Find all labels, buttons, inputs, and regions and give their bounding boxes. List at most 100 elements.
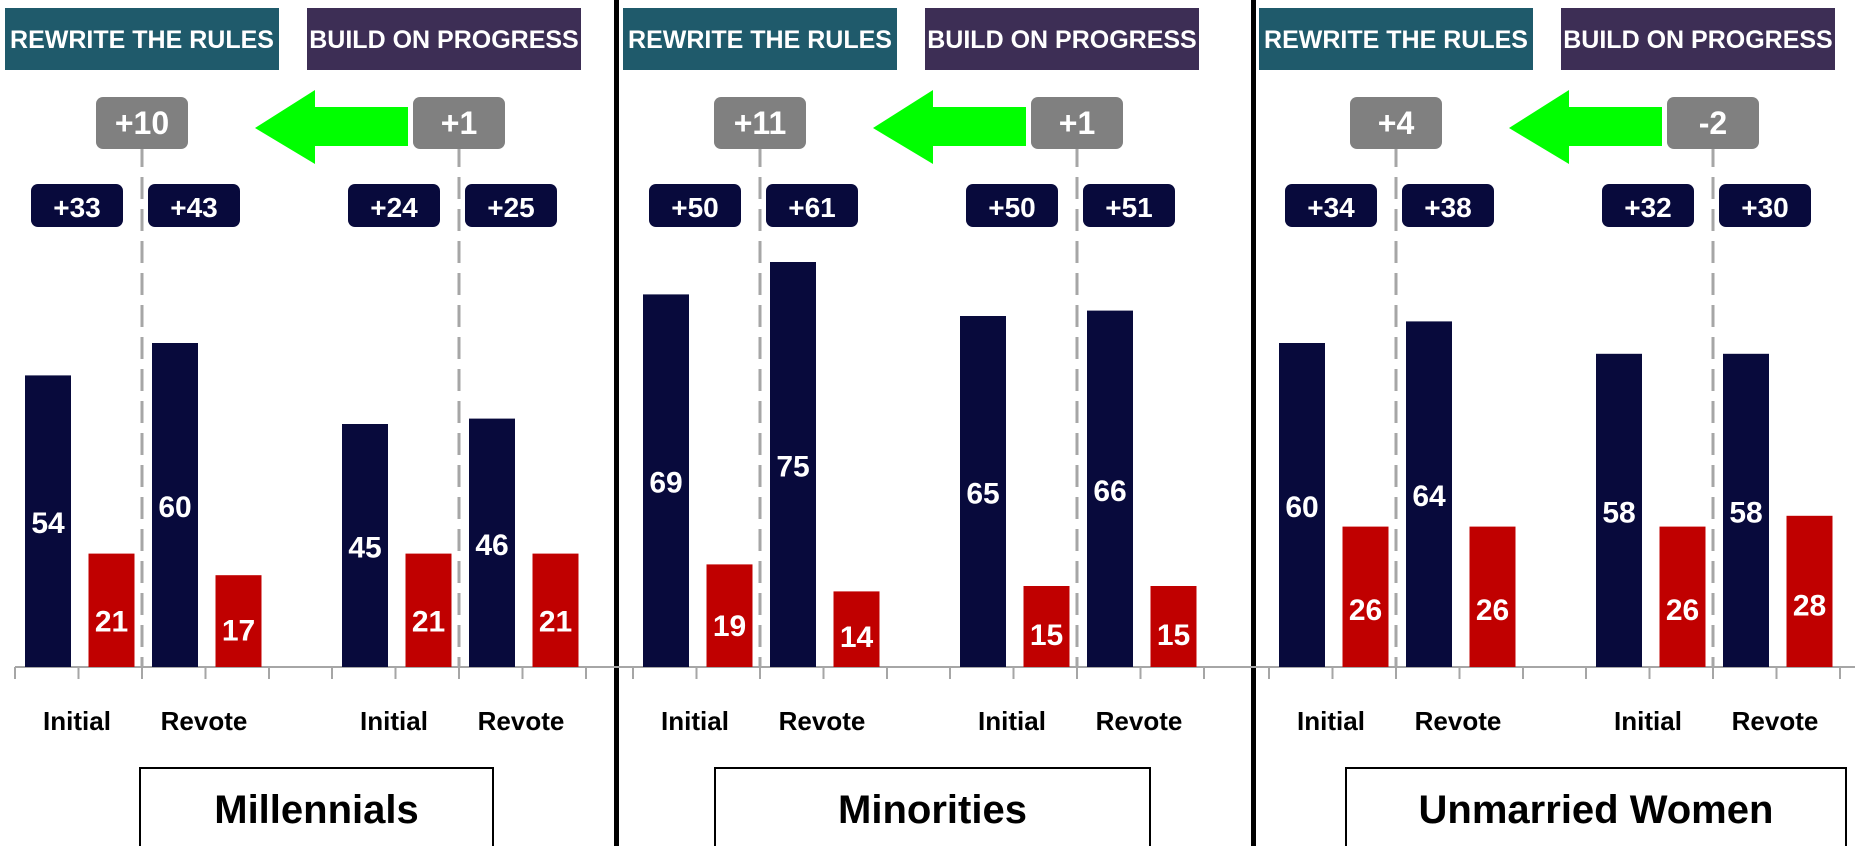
shift-badge-label: -2: [1699, 105, 1727, 141]
bar-dem: [643, 294, 689, 667]
shift-badge-label: +1: [1059, 105, 1095, 141]
margin-badge: [1719, 184, 1811, 227]
bar-rep-label: 15: [1157, 619, 1190, 652]
bar-dem-label: 58: [1729, 496, 1762, 529]
bar-dem-label: 60: [158, 491, 191, 524]
bar-rep: [405, 553, 452, 667]
bar-rep: [88, 553, 135, 667]
x-tick-label: Initial: [661, 706, 729, 736]
group-header-box: [307, 8, 581, 70]
margin-badge-label: +34: [1307, 192, 1355, 223]
bar-dem-label: 58: [1602, 496, 1635, 529]
x-tick-label: Initial: [1614, 706, 1682, 736]
group-header-box: [925, 8, 1199, 70]
bar-rep: [532, 553, 579, 667]
bar-dem-label: 64: [1412, 480, 1446, 513]
margin-badge-label: +25: [487, 192, 535, 223]
margin-badge: [1285, 184, 1377, 227]
bar-dem: [1723, 353, 1769, 667]
group-header-box: [1259, 8, 1533, 70]
bar-rep: [1150, 586, 1197, 667]
bar-rep-label: 14: [840, 621, 874, 654]
chart-panel-1: REWRITE THE RULES +10 54 21 +33 Initial 60 17 +4…: [5, 8, 817, 851]
shift-badge-label: +1: [441, 105, 477, 141]
group-header-label: REWRITE THE RULES: [10, 26, 274, 54]
shift-badge: [714, 97, 806, 149]
panel-title: Unmarried Women: [1419, 788, 1774, 832]
bar-rep-label: 26: [1476, 594, 1509, 627]
bar-rep: [706, 564, 753, 667]
panel-separator-2: [1251, 0, 1256, 846]
bar-rep-label: 21: [412, 605, 445, 638]
x-tick-label: Revote: [1732, 706, 1819, 736]
bar-dem: [342, 424, 388, 667]
bar-rep: [833, 591, 880, 667]
chart-panel-2: REWRITE THE RULES +11 69 19 +50 Initial 75 14 +6…: [623, 8, 1435, 851]
margin-badge: [649, 184, 741, 227]
bar-rep: [1469, 526, 1516, 667]
shift-badge-label: +4: [1378, 105, 1415, 141]
bar-rep-label: 26: [1666, 594, 1699, 627]
bar-rep: [1342, 526, 1389, 667]
margin-badge-label: +51: [1105, 192, 1153, 223]
x-tick-label: Revote: [1096, 706, 1183, 736]
margin-badge-label: +38: [1424, 192, 1472, 223]
bar-rep: [1786, 515, 1833, 667]
margin-badge-label: +50: [988, 192, 1036, 223]
x-tick-label: Revote: [478, 706, 565, 736]
group-header-label: BUILD ON PROGRESS: [1563, 26, 1832, 54]
bar-dem: [25, 375, 71, 667]
bar-dem-label: 65: [966, 478, 999, 511]
bar-dem-label: 66: [1093, 475, 1126, 508]
margin-badge: [348, 184, 440, 227]
bar-dem-label: 75: [776, 451, 809, 484]
bar-rep-label: 19: [713, 610, 746, 643]
margin-badge: [1402, 184, 1494, 227]
panel-title-box: [1345, 767, 1847, 851]
margin-badge-label: +24: [370, 192, 418, 223]
x-tick-label: Initial: [1297, 706, 1365, 736]
bar-dem: [469, 418, 515, 667]
margin-badge-label: +30: [1741, 192, 1789, 223]
bar-rep: [215, 575, 262, 667]
bar-dem-label: 69: [649, 467, 682, 500]
margin-badge-label: +61: [788, 192, 836, 223]
group-header-box: [1561, 8, 1835, 70]
shift-arrow-icon: [1509, 90, 1662, 164]
shift-badge-label: +11: [734, 105, 787, 141]
margin-badge: [1602, 184, 1694, 227]
panel-title: Millennials: [214, 788, 419, 832]
x-tick-label: Initial: [360, 706, 428, 736]
group-header-label: REWRITE THE RULES: [1264, 26, 1528, 54]
margin-badge-label: +32: [1624, 192, 1672, 223]
x-tick-label: Initial: [43, 706, 111, 736]
margin-badge: [465, 184, 557, 227]
bar-dem-label: 45: [348, 532, 381, 565]
bar-rep-label: 17: [222, 614, 255, 647]
bar-rep-label: 26: [1349, 594, 1382, 627]
shift-badge: [96, 97, 188, 149]
margin-badge: [766, 184, 858, 227]
bar-dem: [1279, 343, 1325, 667]
bar-rep-label: 21: [539, 605, 572, 638]
bar-dem: [1087, 310, 1133, 667]
bar-dem: [960, 316, 1006, 667]
bar-dem: [770, 262, 816, 667]
x-tick-label: Revote: [161, 706, 248, 736]
group-header-label: REWRITE THE RULES: [628, 26, 892, 54]
group-header-label: BUILD ON PROGRESS: [309, 26, 578, 54]
bar-dem-label: 60: [1285, 491, 1318, 524]
shift-badge: [413, 97, 505, 149]
bar-dem-label: 54: [31, 507, 65, 540]
margin-badge: [148, 184, 240, 227]
shift-arrow-icon: [255, 90, 408, 164]
shift-badge: [1667, 97, 1759, 149]
bar-dem-label: 46: [475, 529, 508, 562]
bar-dem: [1596, 353, 1642, 667]
x-tick-label: Revote: [779, 706, 866, 736]
panel-separator-1: [614, 0, 619, 846]
bar-dem: [1406, 321, 1452, 667]
margin-badge-label: +43: [170, 192, 218, 223]
